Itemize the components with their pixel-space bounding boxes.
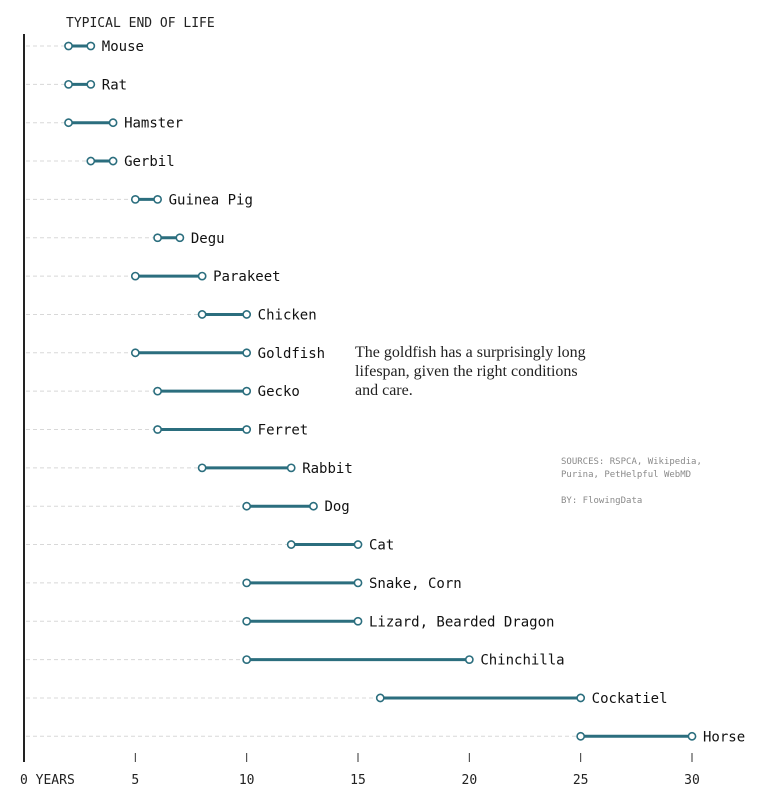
row-gecko: Gecko	[26, 384, 300, 400]
max-point	[464, 655, 474, 664]
row-label: Chinchilla	[480, 653, 564, 669]
x-tick-label: 15	[350, 773, 366, 788]
row-horse: Horse	[26, 729, 745, 745]
row-label: Rabbit	[302, 461, 353, 477]
min-point	[86, 156, 96, 166]
max-point	[86, 41, 96, 51]
min-point	[153, 425, 162, 434]
max-point	[353, 578, 363, 588]
row-gerbil: Gerbil	[26, 154, 175, 170]
row-label: Degu	[191, 231, 225, 247]
sources-note: SOURCES: RSPCA, Wikipedia, Purina, PetHe…	[561, 456, 771, 508]
row-cat: Cat	[26, 538, 394, 554]
min-point	[242, 501, 252, 511]
min-point	[242, 616, 252, 626]
min-point	[375, 693, 385, 703]
row-parakeet: Parakeet	[26, 269, 281, 285]
row-cockatiel: Cockatiel	[26, 691, 668, 707]
max-point	[242, 310, 252, 319]
max-point	[353, 540, 363, 549]
row-goldfish: Goldfish	[26, 346, 325, 362]
max-point	[108, 156, 118, 166]
min-point	[130, 194, 140, 204]
min-point	[197, 463, 207, 473]
sources-line-2: Purina, PetHelpful WebMD	[561, 470, 692, 480]
row-label: Mouse	[102, 39, 144, 55]
goldfish-annotation: The goldfish has a surprisingly long lif…	[355, 344, 586, 399]
row-guinea-pig: Guinea Pig	[26, 192, 253, 208]
min-point	[242, 578, 252, 588]
row-label: Ferret	[258, 423, 309, 439]
max-point	[153, 194, 162, 204]
x-tick-label: 20	[462, 773, 478, 788]
min-point	[242, 655, 252, 664]
row-rabbit: Rabbit	[26, 461, 353, 477]
max-point	[108, 118, 118, 128]
min-point	[286, 540, 296, 549]
max-point	[242, 386, 252, 396]
row-lizard-bearded-dragon: Lizard, Bearded Dragon	[26, 614, 554, 630]
max-point	[576, 693, 586, 703]
row-degu: Degu	[26, 231, 225, 247]
row-label: Chicken	[258, 307, 317, 323]
row-label: Snake, Corn	[369, 576, 462, 592]
row-label: Hamster	[124, 116, 183, 132]
row-chinchilla: Chinchilla	[26, 653, 565, 669]
min-point	[64, 41, 73, 51]
min-point	[64, 79, 73, 89]
chart-title: TYPICAL END OF LIFE	[66, 16, 215, 31]
rows: Mouse Rat Hamster Gerbil Guinea Pig Degu Parak…	[26, 39, 745, 745]
min-point	[130, 348, 140, 358]
max-point	[353, 616, 363, 626]
max-point	[175, 233, 185, 243]
x-tick-label: 5	[131, 773, 139, 788]
min-point	[64, 118, 73, 128]
min-point	[576, 731, 586, 741]
row-label: Dog	[324, 499, 349, 515]
max-point	[286, 463, 296, 473]
row-dog: Dog	[26, 499, 350, 515]
row-snake-corn: Snake, Corn	[26, 576, 462, 592]
row-label: Gecko	[258, 384, 300, 400]
max-point	[242, 425, 252, 434]
row-label: Gerbil	[124, 154, 175, 170]
row-label: Cat	[369, 538, 394, 554]
x-tick-label: 0 YEARS	[20, 773, 75, 788]
row-mouse: Mouse	[26, 39, 144, 55]
max-point	[197, 271, 207, 281]
min-point	[153, 233, 162, 243]
row-label: Cockatiel	[592, 691, 668, 707]
max-point	[242, 348, 252, 358]
min-point	[197, 310, 207, 319]
max-point	[86, 79, 96, 89]
row-hamster: Hamster	[26, 116, 183, 132]
max-point	[309, 501, 318, 511]
min-point	[130, 271, 140, 281]
x-axis: 0 YEARS 5 10 15 20 25 30	[20, 753, 700, 788]
x-tick-label: 10	[239, 773, 255, 788]
row-label: Lizard, Bearded Dragon	[369, 614, 554, 630]
row-rat: Rat	[26, 77, 127, 93]
row-label: Parakeet	[213, 269, 280, 285]
sources-line-1: SOURCES: RSPCA, Wikipedia,	[561, 457, 702, 467]
x-tick-label: 30	[684, 773, 700, 788]
row-label: Rat	[102, 77, 127, 93]
x-tick-label: 25	[573, 773, 589, 788]
row-ferret: Ferret	[26, 423, 308, 439]
row-label: Goldfish	[258, 346, 325, 362]
max-point	[687, 731, 697, 741]
min-point	[153, 386, 162, 396]
row-chicken: Chicken	[26, 307, 317, 323]
row-label: Guinea Pig	[169, 192, 253, 208]
row-label: Horse	[703, 729, 745, 745]
byline: BY: FlowingData	[561, 496, 643, 506]
